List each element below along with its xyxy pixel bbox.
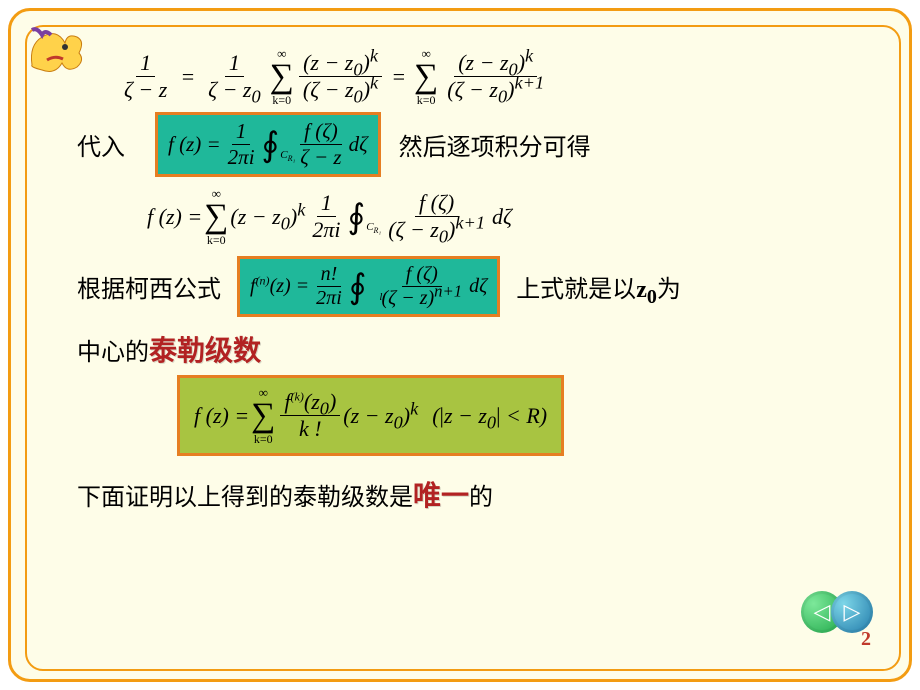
eq3-fr2-n: f (ζ) xyxy=(415,190,458,217)
line-2: 代入 f (z) = 12πi ∮CR₁ f (ζ)ζ − z dζ 然后逐项积… xyxy=(77,112,877,177)
eq5-fr-n: f(k)(z0) xyxy=(280,389,340,416)
slide-content: 1ζ − z = 1ζ − z0 ∞∑k=0 (z − z0)k (ζ − z0… xyxy=(77,47,877,520)
eq5-cond: (|z − z0| < R) xyxy=(432,403,547,429)
eq3-dz: dζ xyxy=(492,204,512,230)
line-4: 根据柯西公式 f(n)(z) = n!2πi ∮l f (ζ) (ζ − z)n… xyxy=(77,256,877,317)
eq3-fr2-d: (ζ − z0)k+1 xyxy=(384,217,489,243)
eq2-dz: dζ xyxy=(349,132,368,157)
text-genju: 根据柯西公式 xyxy=(77,269,221,304)
equation-3: f (z) = ∞∑k=0 (z − z0)k 12πi ∮CR₁ f (ζ) … xyxy=(147,187,877,246)
nav-buttons: ◁ ▷ xyxy=(813,591,873,633)
text-xiamian: 下面证明以上得到的泰勒级数是 xyxy=(77,477,413,512)
page-number: 2 xyxy=(861,628,871,651)
sum-icon: ∞∑k=0 xyxy=(204,187,228,246)
taylor-series-box-row: f (z) = ∞∑k=0 f(k)(z0) k ! (z − z0)k (|z… xyxy=(177,375,877,456)
cauchy-derivative-box: f(n)(z) = n!2πi ∮l f (ζ) (ζ − z)n+1 dζ xyxy=(237,256,500,317)
text-de: 的 xyxy=(469,477,493,512)
outer-frame: 1ζ − z = 1ζ − z0 ∞∑k=0 (z − z0)k (ζ − z0… xyxy=(8,8,912,682)
text-dairu: 代入 xyxy=(77,127,125,162)
oint-icon: ∮l xyxy=(349,267,367,307)
eq5-lhs: f (z) = xyxy=(194,403,249,429)
next-button[interactable]: ▷ xyxy=(831,591,873,633)
sum-icon: ∞∑k=0 xyxy=(270,47,294,106)
eq4-fr2-d: (ζ − z)n+1 xyxy=(377,287,466,310)
eq5-fr-d: k ! xyxy=(295,416,326,442)
oint-icon: ∮CR₁ xyxy=(262,125,280,165)
sum-icon: ∞∑k=0 xyxy=(414,47,438,106)
eq1-lhs-d: ζ − z xyxy=(120,77,171,103)
cauchy-integral-box: f (z) = 12πi ∮CR₁ f (ζ)ζ − z dζ xyxy=(155,112,381,177)
line-5: 中心的泰勒级数 xyxy=(77,329,877,369)
text-weiyi: 唯一 xyxy=(413,474,469,514)
equation-1: 1ζ − z = 1ζ − z0 ∞∑k=0 (z − z0)k (ζ − z0… xyxy=(117,47,877,106)
text-ranhou: 然后逐项积分可得 xyxy=(399,127,591,162)
taylor-series-box: f (z) = ∞∑k=0 f(k)(z0) k ! (z − z0)k (|z… xyxy=(177,375,564,456)
eq1-r-d: (ζ − z0)k+1 xyxy=(443,77,548,103)
eq1-mid-d: ζ − z0 xyxy=(204,77,264,103)
prev-icon: ◁ xyxy=(814,599,831,625)
text-zhongxin: 中心的 xyxy=(77,332,149,367)
inner-frame: 1ζ − z = 1ζ − z0 ∞∑k=0 (z − z0)k (ζ − z0… xyxy=(25,25,901,671)
next-icon: ▷ xyxy=(844,599,861,625)
line-6: 下面证明以上得到的泰勒级数是唯一的 xyxy=(77,474,877,514)
eq5-term: (z − z0)k xyxy=(343,403,418,429)
eq1-s-d: (ζ − z0)k xyxy=(299,77,382,103)
equals: = xyxy=(391,64,406,90)
sum-icon: ∞∑k=0 xyxy=(251,386,275,445)
eq1-mid-n: 1 xyxy=(225,50,244,77)
equals: = xyxy=(180,64,195,90)
eq1-lhs-n: 1 xyxy=(136,50,155,77)
eq4-dz: dζ xyxy=(469,275,487,298)
eq4-lhs: f(n)(z) = xyxy=(250,275,309,298)
text-shangshi: 上式就是以z0为 xyxy=(516,269,681,304)
text-taylor: 泰勒级数 xyxy=(149,329,261,369)
eq3-term: (z − z0)k xyxy=(230,204,305,230)
eq2-lhs: f (z) = xyxy=(168,132,221,157)
eq3-lhs: f (z) = xyxy=(147,204,202,230)
oint-icon: ∮CR₁ xyxy=(348,197,366,237)
